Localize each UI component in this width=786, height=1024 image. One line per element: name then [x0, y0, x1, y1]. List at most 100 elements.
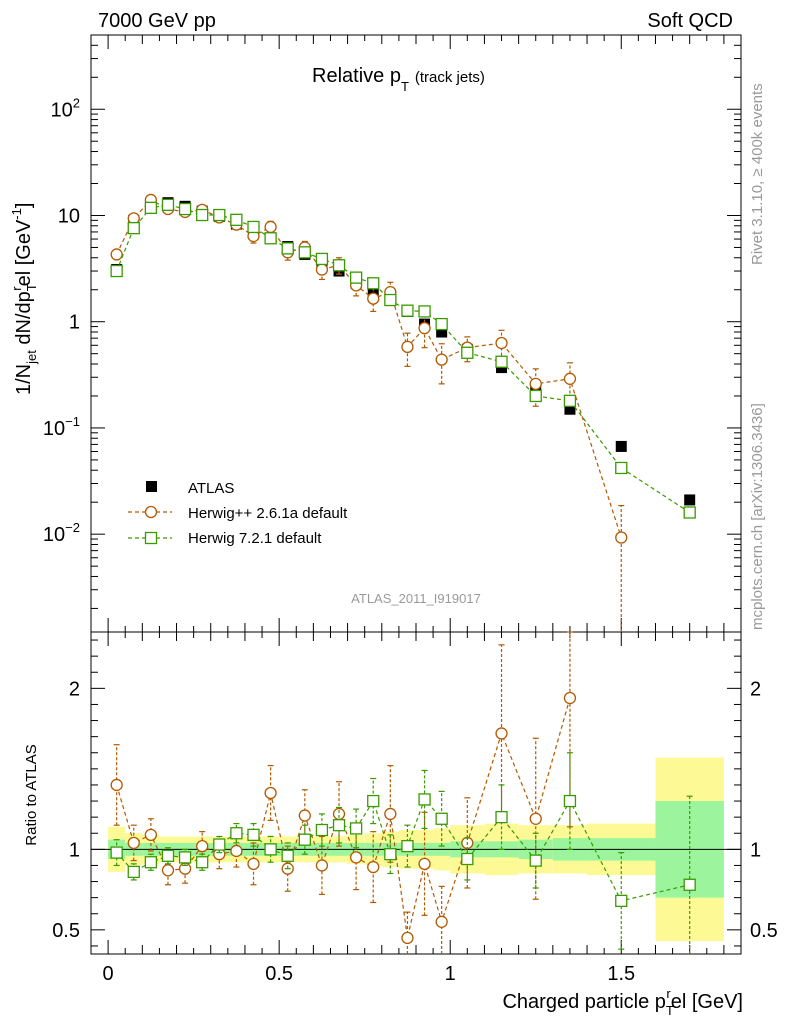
ratio-herwigpp-point [495, 727, 508, 740]
main-herwig7-point [213, 208, 226, 222]
ratio-herwig7-point [563, 794, 577, 808]
ylabel-part-d: ] [13, 203, 35, 209]
ratio-y-tick-label-right: 1 [750, 839, 761, 861]
beam-energy-label: 7000 GeV pp [98, 10, 216, 32]
main-herwigpp-point [529, 377, 542, 391]
main-title: Relative pT (track jets) [312, 65, 485, 94]
ratio-herwigpp-point [264, 786, 277, 800]
tick-label-exponent: −1 [65, 414, 80, 429]
ratio-herwig7-point [213, 838, 226, 851]
tick-label-exponent: 2 [73, 95, 80, 110]
main-herwig7-point [144, 201, 158, 214]
main-herwigpp-point [495, 336, 508, 350]
ratio-herwigpp-point [110, 778, 123, 792]
main-herwigpp-point [367, 292, 380, 305]
ratio-herwig7-point [161, 849, 175, 862]
ratio-herwig7-point [196, 856, 209, 869]
ratio-herwigpp-point [315, 859, 329, 872]
main-herwig7-point [529, 389, 542, 403]
main-herwig7-point [435, 317, 448, 331]
x-tick-label: 0.5 [265, 963, 293, 985]
main-title-tail: (track jets) [415, 69, 485, 86]
ratio-herwig7-point [418, 793, 431, 806]
legend-herwigpp-marker [144, 505, 158, 519]
ylabel-part-b-sup: r [9, 286, 24, 291]
ratio-herwig7-point [144, 856, 158, 869]
main-herwig7-point [264, 232, 277, 245]
main-herwig7-point [315, 252, 329, 266]
ratio-herwig7-point [264, 843, 277, 856]
xlabel-part-b: el [GeV] [671, 991, 743, 1013]
ratio-herwig7-point [110, 846, 123, 859]
legend: ATLAS Herwig++ 2.6.1a default Herwig 7.2… [128, 480, 348, 547]
legend-atlas-label: ATLAS [188, 480, 234, 497]
main-herwig7-point [563, 394, 577, 407]
main-herwig7-point [281, 242, 294, 255]
ylabel-part-a: 1/N [13, 364, 35, 395]
main-herwig7-point [298, 246, 311, 259]
main-y-tick-label: 10−2 [43, 520, 80, 546]
ratio-herwigpp-point [367, 860, 380, 874]
ylabel-part-b: dN/dp [13, 291, 35, 350]
tick-label-base: 10 [51, 99, 73, 121]
main-herwig7-point [367, 277, 380, 290]
ratio-herwigpp-point [349, 851, 363, 864]
main-herwigpp-point [563, 372, 577, 385]
main-title-text: Relative p [312, 65, 401, 87]
tick-label-base: 1 [69, 312, 80, 334]
ratio-herwigpp-line [116, 697, 571, 939]
x-tick-label: 1 [445, 963, 456, 985]
legend-herwig7-label: Herwig 7.2.1 default [188, 530, 322, 547]
main-title-subscript: T [401, 79, 409, 94]
ylabel-part-c: el [GeV [13, 219, 35, 286]
main-herwig7-point [418, 305, 431, 318]
ratio-y-tick-label-left: 2 [69, 678, 80, 700]
xlabel-sub: T [666, 1003, 674, 1018]
ratio-herwig7-point [315, 823, 329, 837]
tick-label-base: 10 [58, 205, 80, 227]
xlabel-sup: r [666, 986, 671, 1001]
ratio-y-tick-label-left: 1 [69, 839, 80, 861]
main-y-tick-label: 102 [51, 95, 80, 121]
main-herwig7-point [161, 198, 175, 211]
legend-atlas-marker [146, 481, 157, 492]
main-y-axis-label: 1/Njet dN/dpTrel [GeV-1] [9, 203, 39, 395]
main-herwig7-point [247, 220, 260, 234]
ratio-herwig7-point [281, 849, 294, 862]
ratio-herwig7-point [127, 865, 140, 879]
rivet-version-label: Rivet 3.1.10, ≥ 400k events [749, 83, 766, 265]
process-label: Soft QCD [647, 10, 733, 32]
main-herwig7-point [384, 293, 397, 307]
tick-label-exponent: −2 [65, 520, 80, 535]
ratio-herwig7-point [529, 854, 542, 867]
ratio-herwig7-point [367, 794, 380, 808]
legend-herwig7-marker [144, 531, 158, 545]
x-tick-label: 0 [103, 963, 114, 985]
ratio-herwig7-point [615, 894, 628, 908]
legend-herwigpp-label: Herwig++ 2.6.1a default [188, 505, 348, 522]
main-atlas-point [684, 494, 696, 506]
ratio-y-tick-label-left: 0.5 [52, 920, 80, 942]
main-herwigpp-point [264, 220, 277, 234]
main-herwigpp-point [401, 340, 414, 353]
ratio-herwig7-point [349, 822, 363, 835]
ratio-herwigpp-point [529, 812, 542, 825]
ratio-series-layer [110, 631, 696, 954]
main-herwig7-point [127, 221, 140, 235]
main-series-layer [110, 193, 696, 632]
ylabel-part-c-sup: -1 [9, 208, 24, 220]
ratio-herwig7-point [461, 852, 474, 866]
main-herwig7-point [349, 271, 363, 284]
main-atlas-point [564, 403, 576, 415]
ratio-herwigpp-point [563, 691, 577, 705]
main-atlas-point [436, 326, 448, 338]
tick-label-base: 10 [43, 524, 65, 546]
main-herwig7-point [495, 355, 508, 368]
main-herwig7-point [461, 346, 474, 359]
ratio-herwig7-point [332, 819, 346, 832]
main-herwigpp-point [435, 353, 448, 366]
ratio-herwigpp-point [230, 844, 243, 858]
main-herwig7-point [178, 202, 192, 216]
